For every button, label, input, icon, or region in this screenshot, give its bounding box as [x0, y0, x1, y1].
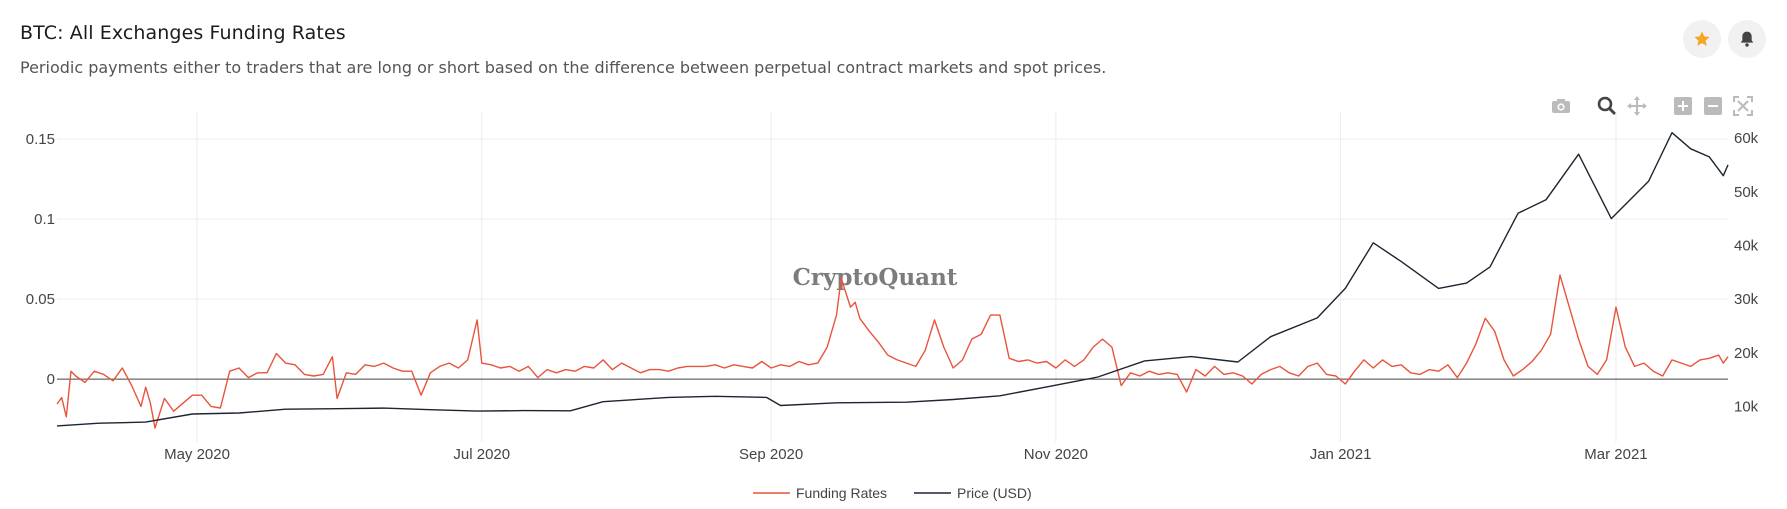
y-right-tick-label: 50k: [1734, 184, 1759, 201]
legend-label-funding[interactable]: Funding Rates: [796, 485, 887, 501]
camera-icon[interactable]: [1550, 95, 1572, 117]
page-title: BTC: All Exchanges Funding Rates: [20, 22, 346, 44]
y-right-tick-label: 10k: [1734, 399, 1759, 416]
x-tick-label: May 2020: [164, 446, 230, 463]
zoom-out-icon[interactable]: [1702, 95, 1724, 117]
x-tick-label: Jul 2020: [453, 446, 510, 463]
x-tick-label: Mar 2021: [1584, 446, 1647, 463]
star-icon: [1694, 31, 1710, 46]
x-tick-label: Sep 2020: [739, 446, 803, 463]
y-left-tick-label: 0.1: [34, 211, 55, 228]
funding-rates-line: [56, 274, 1729, 429]
watermark: CryptoQuant: [793, 264, 958, 291]
legend: Funding Rates Price (USD): [753, 485, 1032, 501]
y-right-tick-label: 60k: [1734, 130, 1759, 147]
zoom-icon[interactable]: [1596, 95, 1618, 117]
chart-header: BTC: All Exchanges Funding Rates Periodi…: [20, 22, 1620, 77]
y-left-tick-label: 0.15: [26, 131, 55, 148]
pan-icon[interactable]: [1626, 95, 1648, 117]
chart-modebar: [1550, 94, 1762, 118]
price-line: [56, 132, 1729, 427]
y-left-tick-label: 0.05: [26, 291, 55, 308]
zoom-in-icon[interactable]: [1672, 95, 1694, 117]
bell-icon: [1740, 31, 1754, 47]
x-tick-label: Jan 2021: [1310, 446, 1372, 463]
y-right-tick-label: 40k: [1734, 237, 1759, 254]
favorite-button[interactable]: [1683, 20, 1721, 58]
y-right-tick-label: 30k: [1734, 291, 1759, 308]
y-left-tick-label: 0: [47, 371, 55, 388]
grid-lines: [57, 112, 1728, 442]
page-subtitle: Periodic payments either to traders that…: [20, 58, 1107, 77]
x-tick-label: Nov 2020: [1024, 446, 1088, 463]
axis-ticks: May 2020 Jul 2020 Sep 2020 Nov 2020 Jan 2021…: [26, 130, 1759, 463]
y-right-tick-label: 20k: [1734, 345, 1759, 362]
notification-button[interactable]: [1728, 20, 1766, 58]
legend-label-price[interactable]: Price (USD): [957, 485, 1032, 501]
series-lines: [56, 132, 1729, 429]
autoscale-icon[interactable]: [1732, 95, 1754, 117]
